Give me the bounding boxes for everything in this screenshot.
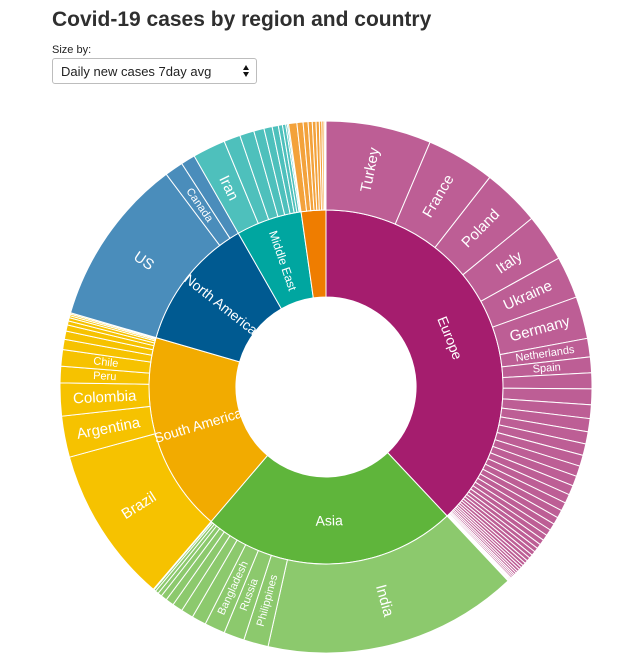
region-label-asia: Asia (315, 512, 343, 529)
country-label-colombia: Colombia (73, 387, 138, 407)
size-by-selected-value: Daily new cases 7day avg (61, 64, 212, 79)
up-down-caret-icon (243, 65, 249, 77)
country-arc-africa-9[interactable] (324, 120, 327, 211)
country-label-peru: Peru (93, 370, 117, 383)
size-by-select[interactable]: Daily new cases 7day avg (52, 58, 257, 84)
page-title: Covid-19 cases by region and country (52, 8, 432, 31)
size-by-label: Size by: (52, 44, 92, 56)
country-label-spain: Spain (532, 361, 561, 375)
country-label-chile: Chile (93, 355, 119, 370)
